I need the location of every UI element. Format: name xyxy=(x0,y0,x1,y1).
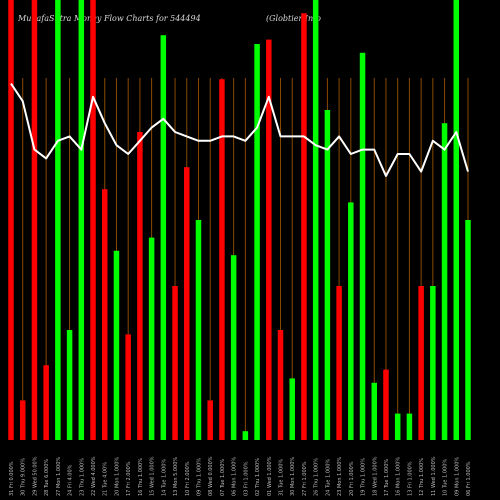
bar xyxy=(125,334,131,440)
x-tick-label: 15 Wed 1.000% xyxy=(150,456,156,496)
bar xyxy=(195,220,202,440)
bar xyxy=(441,123,448,440)
x-tick-label: 09 Mon 1.000% xyxy=(454,457,460,496)
bar xyxy=(55,0,61,440)
bar xyxy=(78,0,85,440)
bar xyxy=(324,110,331,440)
x-tick-label: 17 Fri 2.000% xyxy=(126,461,132,496)
bar xyxy=(148,237,155,440)
bar xyxy=(219,79,225,440)
x-tick-label: 23 Thu 1.000% xyxy=(79,458,85,496)
x-tick-label: 31 Fri 0.000% xyxy=(9,461,15,496)
x-tick-label: 30 Thu 9.000% xyxy=(21,458,27,496)
x-tick-label: 30 Mon 1.000% xyxy=(290,457,296,496)
bar xyxy=(184,167,190,440)
x-tick-label: 24 Fri 4.00% xyxy=(68,464,74,496)
bar xyxy=(207,400,213,440)
bar xyxy=(430,286,436,440)
x-tick-label: 16 Mon 1.000% xyxy=(396,457,402,496)
x-tick-label: 08 Wed 0.000% xyxy=(208,456,214,496)
x-tick-label: 02 Thu 1.000% xyxy=(255,458,261,496)
bar xyxy=(301,13,307,440)
bar xyxy=(31,0,38,440)
bar xyxy=(254,44,260,440)
chart-company-name: (Globtier Info xyxy=(266,14,321,23)
bar xyxy=(43,365,49,440)
date-axis-labels: 31 Fri 0.000% 30 Thu 9.000% 29 Wed 50.00% 2… xyxy=(9,456,472,496)
bar xyxy=(359,52,366,441)
bar xyxy=(394,413,401,440)
bar xyxy=(371,382,378,440)
bar xyxy=(242,431,249,440)
bar xyxy=(336,286,342,440)
bar xyxy=(348,202,354,440)
x-tick-label: 26 Thu 1.000% xyxy=(314,458,320,496)
x-tick-label: 10 Tue 1.000% xyxy=(443,459,449,496)
bar xyxy=(383,369,389,440)
bar xyxy=(8,0,14,440)
chart-title: MunafaSutra Money Flow Charts for 544494 xyxy=(18,14,201,23)
x-tick-label: 31 Tue 1.000% xyxy=(279,459,285,496)
x-tick-label: 19 Thu 1.000% xyxy=(361,458,367,496)
bar xyxy=(90,0,96,440)
bar xyxy=(266,39,272,440)
x-tick-label: 09 Thu 1.000% xyxy=(196,458,202,496)
bar xyxy=(66,330,73,440)
bar xyxy=(406,413,413,440)
x-tick-label: 01 Wed 1.000% xyxy=(267,456,273,496)
x-tick-label: 29 Wed 50.00% xyxy=(32,456,38,496)
x-tick-label: 27 Mon 1.000% xyxy=(56,457,62,496)
x-tick-label: 06 Fri 1.000% xyxy=(466,461,472,496)
bar xyxy=(137,132,143,440)
x-tick-label: 03 Fri 1.000% xyxy=(243,461,249,496)
bar xyxy=(113,250,120,440)
bar xyxy=(172,286,178,440)
x-tick-label: 23 Mon 1.000% xyxy=(337,457,343,496)
money-flow-line xyxy=(10,83,469,177)
bar xyxy=(465,220,471,440)
x-tick-label: 13 Fri 1.000% xyxy=(407,461,413,496)
x-tick-label: 27 Fri 1.000% xyxy=(302,461,308,496)
x-tick-label: 11 Wed 1.000% xyxy=(431,456,437,496)
x-tick-label: 07 Tue 1.000% xyxy=(220,459,226,496)
x-tick-label: 17 Tue 1.000% xyxy=(384,459,390,496)
x-tick-label: 16 Thu 1.000% xyxy=(138,458,144,496)
x-tick-label: 28 Tue 6.000% xyxy=(44,459,50,496)
x-tick-label: 21 Tue 4.00% xyxy=(103,462,109,496)
bar xyxy=(312,0,319,440)
x-tick-label: 20 Fri 1.000% xyxy=(349,461,355,496)
series-line xyxy=(10,83,469,177)
bar xyxy=(101,189,108,440)
bar xyxy=(289,378,295,440)
bar xyxy=(230,255,237,440)
x-tick-label: 06 Mon 1.000% xyxy=(232,457,238,496)
x-tick-label: 20 Mon 1.000% xyxy=(114,457,120,496)
x-tick-label: 10 Fri 2.000% xyxy=(185,461,191,496)
x-tick-label: 22 Wed 4.000% xyxy=(91,456,97,496)
x-tick-label: 13 Mon 5.000% xyxy=(173,457,179,496)
bar xyxy=(418,286,424,440)
x-tick-label: 24 Tue 1.000% xyxy=(325,459,331,496)
bar xyxy=(160,35,167,440)
bar xyxy=(277,330,284,440)
bar xyxy=(453,0,460,440)
x-tick-label: 18 Wed 1.000% xyxy=(372,456,378,496)
x-tick-label: 14 Tue 1.000% xyxy=(161,459,167,496)
bar xyxy=(19,400,26,440)
money-flow-bars xyxy=(8,0,471,441)
x-tick-label: 12 Thu 1.000% xyxy=(419,458,425,496)
